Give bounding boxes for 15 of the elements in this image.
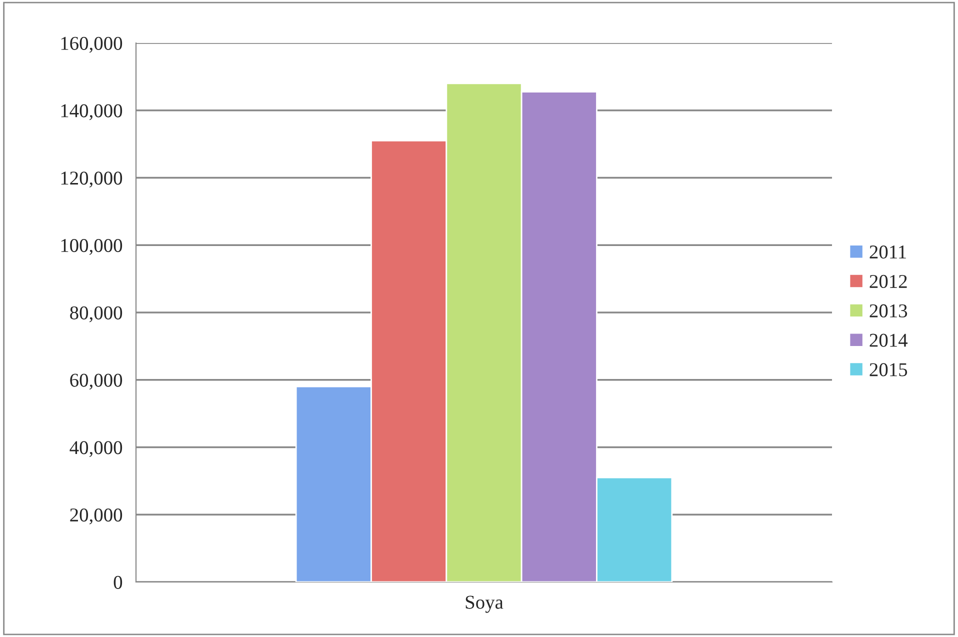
- y-tick-label: 0: [114, 576, 122, 589]
- y-tick-label: 160,000: [61, 36, 122, 53]
- y-tick-label: 140,000: [61, 104, 122, 120]
- legend-label: 2013: [870, 304, 908, 318]
- y-tick-label: 120,000: [61, 172, 122, 188]
- y-tick-label: 20,000: [70, 508, 122, 524]
- y-tick-label: 100,000: [61, 238, 122, 255]
- y-tick-label: 80,000: [70, 306, 122, 322]
- legend-label: 2015: [870, 363, 908, 376]
- legend-label: 2011: [870, 245, 906, 259]
- x-tick-label: Soya: [466, 596, 504, 613]
- y-tick-label: 40,000: [70, 441, 122, 457]
- legend-label: 2014: [870, 334, 908, 347]
- legend-label: 2012: [870, 274, 907, 288]
- y-tick-label: 60,000: [70, 374, 122, 390]
